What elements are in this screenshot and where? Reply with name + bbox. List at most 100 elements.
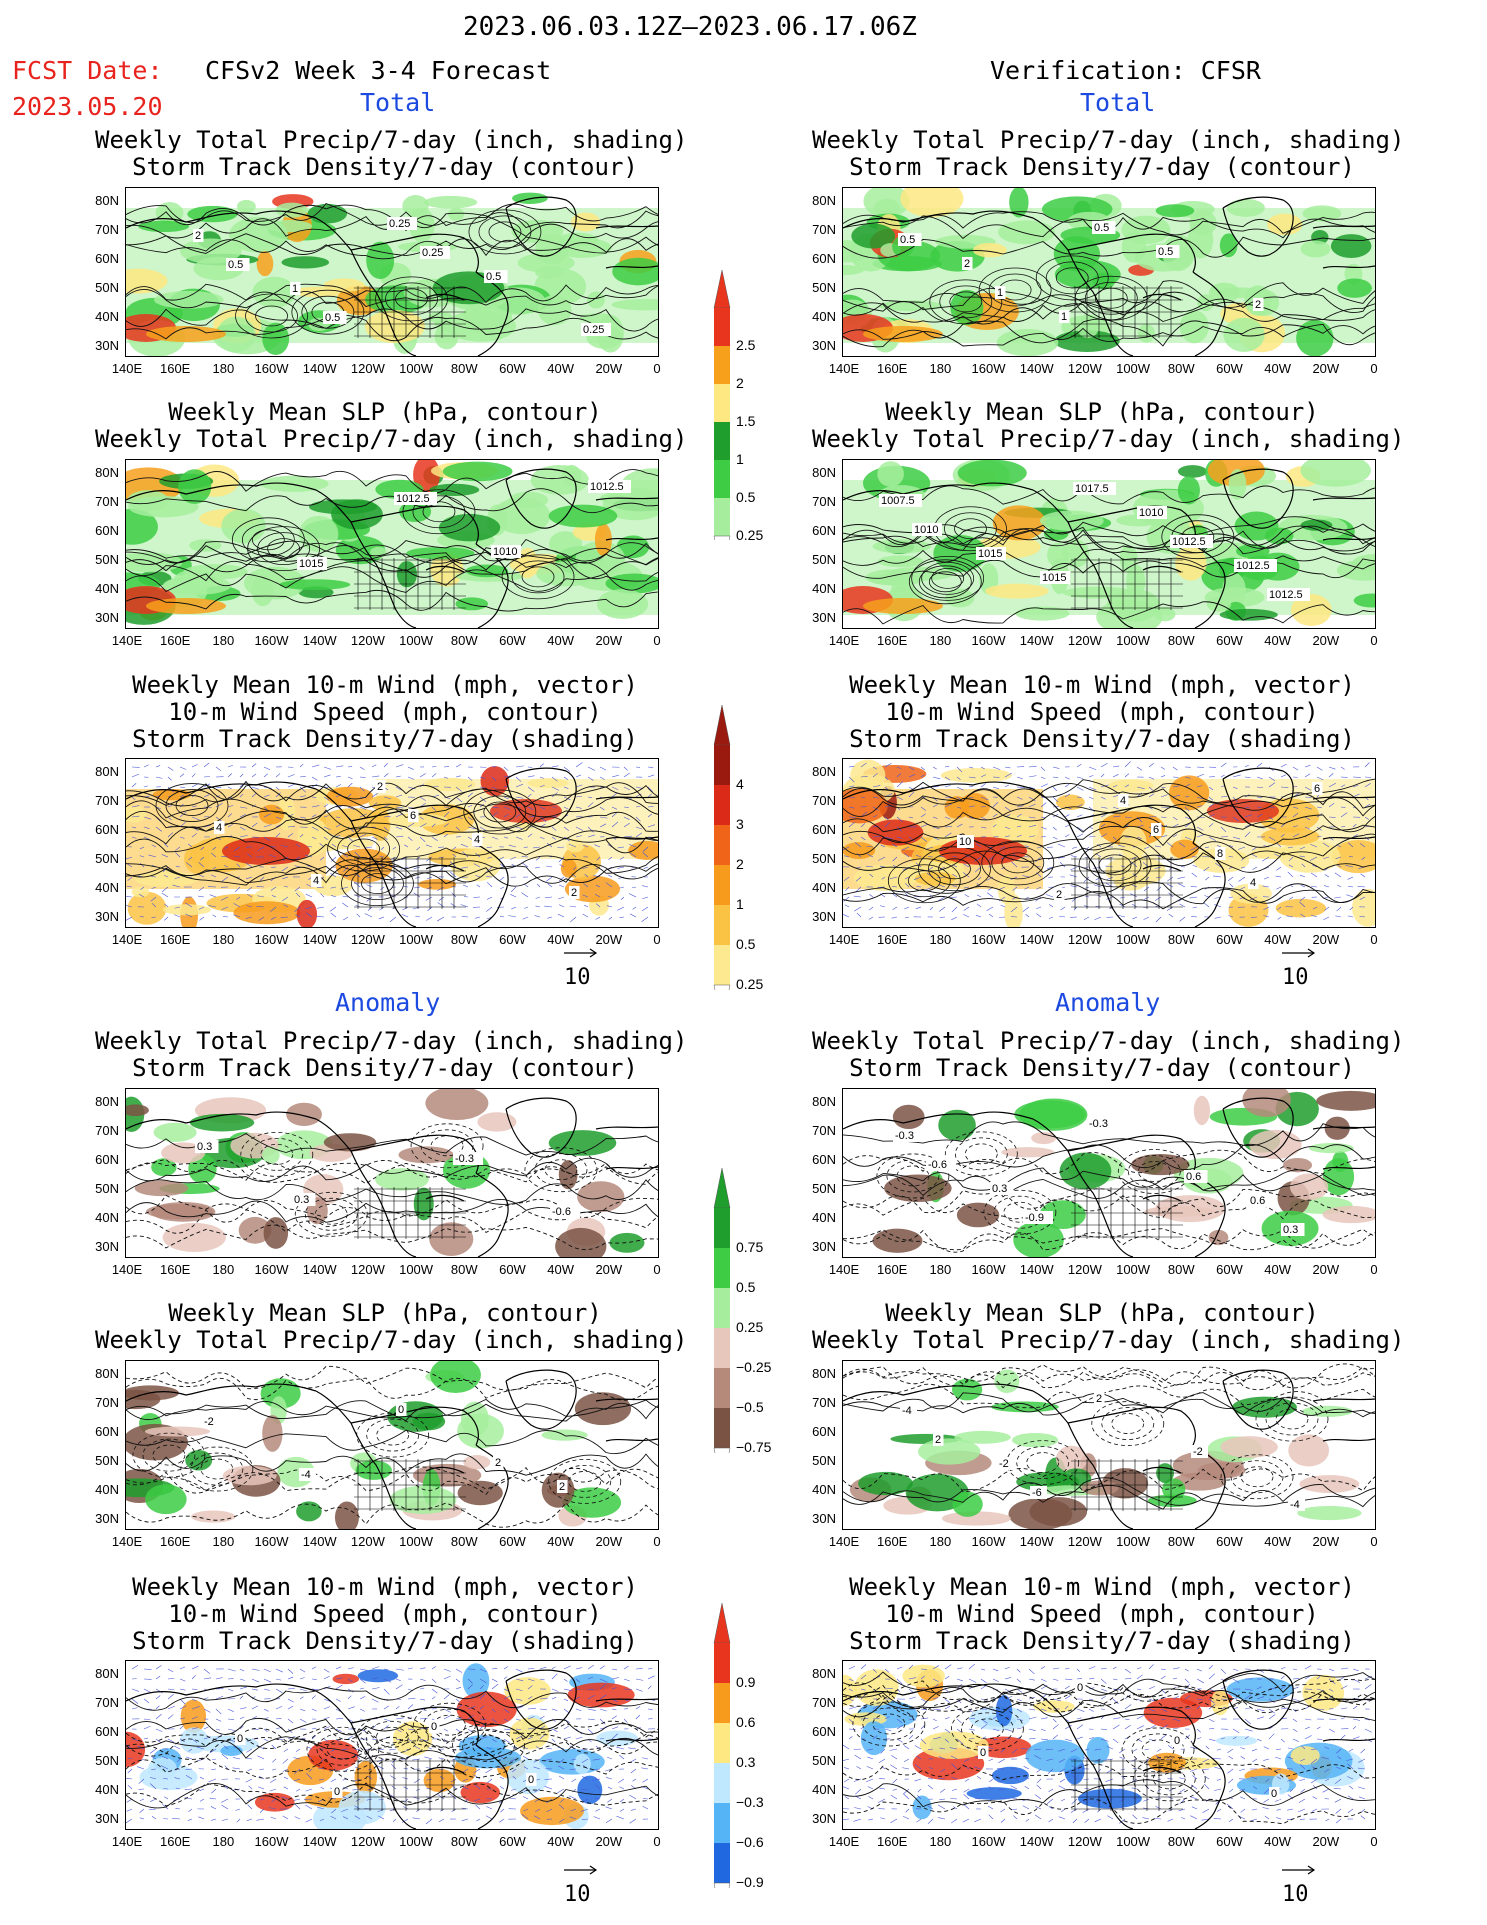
contour-label: 0	[1269, 1787, 1280, 1800]
lat-tick-label: 30N	[95, 338, 119, 353]
lon-tick-label: 0	[653, 932, 661, 947]
coastlines	[126, 196, 658, 356]
contour-label: 2	[375, 780, 386, 793]
lon-tick-label: 160W	[254, 361, 289, 376]
lon-tick-label: 120W	[350, 932, 385, 947]
lon-tick-label: 80W	[450, 1834, 478, 1849]
coastlines	[843, 196, 1375, 356]
lon-tick-label: 160E	[876, 1262, 908, 1277]
fc-slp-anom-map: 2 -2 -4 0 2	[125, 1360, 659, 1530]
lon-tick-label: 160W	[971, 633, 1006, 648]
lon-tick-label: 60W	[1216, 361, 1243, 376]
lon-tick-label: 60W	[499, 1534, 526, 1549]
lon-tick-label: 140E	[828, 932, 860, 947]
lon-tick-label: 40W	[1264, 932, 1291, 947]
lat-tick-label: 50N	[812, 1753, 836, 1768]
lon-tick-label: 80W	[1167, 1534, 1195, 1549]
lon-tick-label: 160E	[876, 1534, 908, 1549]
vf-slp-anom-title: Weekly Mean SLP (hPa, contour) Weekly To…	[812, 1299, 1405, 1354]
lon-tick-label: 40W	[1264, 361, 1291, 376]
lat-tick-label: 70N	[812, 1123, 836, 1138]
lat-tick-label: 30N	[95, 1511, 119, 1526]
lat-tick-label: 70N	[812, 793, 836, 808]
contour-label: 0.3	[195, 1140, 219, 1153]
svg-text:0.3: 0.3	[197, 1141, 212, 1153]
lat-tick-label: 60N	[95, 523, 119, 538]
lon-tick-label: 160W	[254, 932, 289, 947]
lat-tick-label: 40N	[95, 880, 119, 895]
fc-slp-anom-title: Weekly Mean SLP (hPa, contour) Weekly To…	[95, 1299, 688, 1354]
contour-label: 2	[1253, 298, 1264, 311]
lon-tick-label: 100W	[399, 1534, 434, 1549]
contour-label: 1017.5	[1073, 482, 1116, 495]
contour-label: 4	[311, 874, 322, 887]
shading	[849, 1369, 1362, 1529]
lat-tick-label: 80N	[95, 193, 119, 208]
colorbar-label: 0.5	[736, 936, 756, 952]
contour-label: -0.9	[1023, 1211, 1053, 1224]
contour-label: 1012.5	[588, 480, 631, 493]
contour-label: -0.6	[926, 1158, 956, 1171]
lon-tick-label: 40W	[1264, 633, 1291, 648]
contour-label: 6	[1312, 782, 1323, 795]
contour-label: 0.5	[323, 311, 347, 324]
lon-tick-label: 100W	[1116, 633, 1151, 648]
contour-label: 2	[1054, 888, 1065, 901]
lon-tick-label: 160E	[159, 1534, 191, 1549]
contour-label: 1	[290, 282, 301, 295]
lon-tick-label: 100W	[1116, 361, 1151, 376]
svg-text:8: 8	[1217, 848, 1223, 860]
contour-label: 2	[962, 257, 973, 270]
lon-tick-label: 60W	[1216, 633, 1243, 648]
svg-text:2: 2	[559, 1481, 565, 1493]
colorbar-precip-anom	[713, 1168, 731, 1453]
contour-label: 1012.5	[1170, 535, 1213, 548]
verification-column-title: Verification: CFSR	[990, 56, 1261, 85]
coastlines	[843, 1097, 1375, 1257]
lon-tick-label: 180	[212, 1262, 235, 1277]
lon-tick-label: 180	[212, 633, 235, 648]
lon-tick-label: 120W	[350, 1262, 385, 1277]
svg-text:0.5: 0.5	[1158, 246, 1173, 258]
lon-tick-label: 20W	[595, 932, 623, 947]
svg-text:4: 4	[216, 822, 222, 834]
lat-tick-label: 60N	[812, 1152, 836, 1167]
lat-tick-label: 50N	[95, 1181, 119, 1196]
lon-tick-label: 80W	[1167, 633, 1195, 648]
contour-label: 0	[396, 1403, 407, 1416]
vector-reference: 10	[1280, 1857, 1320, 1907]
lon-tick-label: 0	[1370, 932, 1378, 947]
lat-tick-label: 80N	[812, 465, 836, 480]
lon-tick-label: 20W	[1312, 361, 1340, 376]
lat-tick-label: 60N	[95, 1424, 119, 1439]
lat-tick-label: 60N	[812, 822, 836, 837]
lon-tick-label: 40W	[547, 1834, 574, 1849]
lon-tick-label: 0	[1370, 1834, 1378, 1849]
svg-text:0: 0	[980, 1747, 986, 1759]
svg-text:1007.5: 1007.5	[881, 495, 915, 507]
lon-tick-label: 60W	[1216, 1534, 1243, 1549]
svg-text:1010: 1010	[493, 546, 517, 558]
reference-arrow-value: 10	[564, 965, 591, 990]
vf-wind-anom-title: Weekly Mean 10-m Wind (mph, vector) 10-m…	[849, 1573, 1355, 1655]
lat-tick-label: 40N	[95, 1782, 119, 1797]
lon-tick-label: 40W	[547, 1262, 574, 1277]
lat-tick-label: 80N	[95, 1666, 119, 1681]
lat-tick-label: 70N	[95, 1123, 119, 1138]
lon-tick-label: 160E	[159, 932, 191, 947]
forecast-anomaly-label: Anomaly	[335, 988, 441, 1017]
lon-tick-label: 0	[1370, 633, 1378, 648]
contour-label: 6	[408, 809, 419, 822]
lon-tick-label: 160W	[971, 1834, 1006, 1849]
colorbar-label: −0.3	[736, 1794, 764, 1810]
lon-tick-label: 80W	[450, 932, 478, 947]
lon-tick-label: 80W	[1167, 361, 1195, 376]
contour-label: 0	[332, 1785, 343, 1798]
contour-label: -4	[900, 1404, 917, 1417]
contour-label: 0.5	[1156, 245, 1180, 258]
lon-tick-label: 100W	[1116, 1534, 1151, 1549]
contour-label: 0.6	[1248, 1194, 1272, 1207]
colorbar-label: 2.5	[736, 337, 756, 353]
contour-label: 0	[235, 1732, 246, 1745]
lon-tick-label: 20W	[595, 361, 623, 376]
